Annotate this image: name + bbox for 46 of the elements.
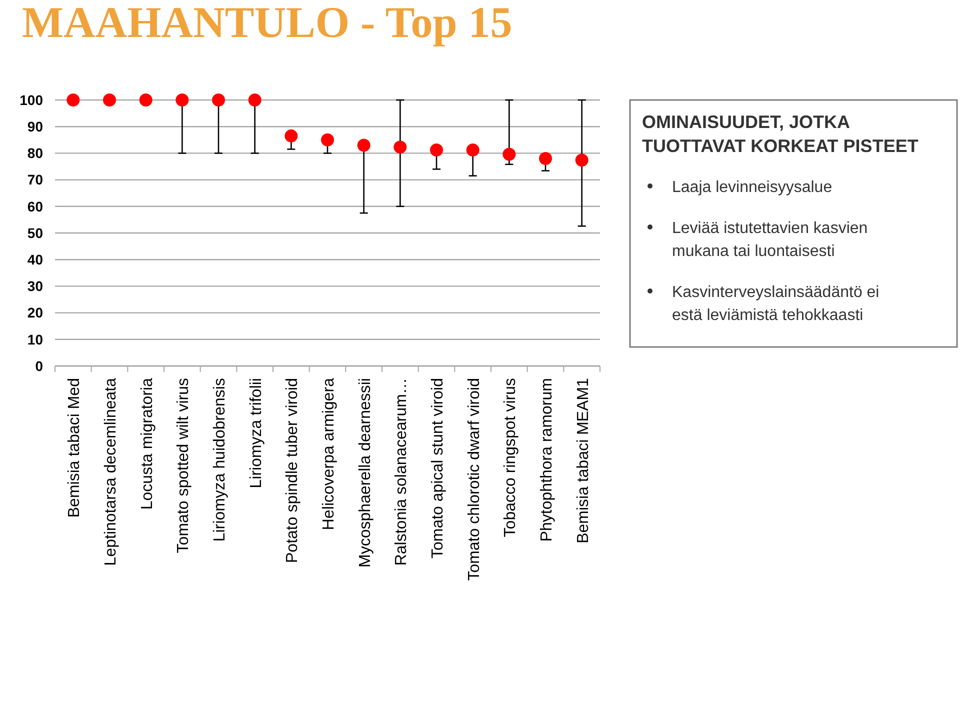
text: Laaja levinneisyysalue	[672, 179, 832, 196]
x-tick-label: Liriomyza huidobrensis	[212, 378, 228, 542]
point	[466, 144, 480, 156]
y-tick-label: 30	[27, 278, 44, 294]
point	[357, 138, 370, 152]
point	[321, 133, 334, 146]
x-tick-label: Tomato chlorotic dwarf viroid	[466, 378, 483, 581]
y-tick-label: 0	[35, 358, 44, 374]
point	[66, 94, 80, 106]
point	[394, 140, 407, 154]
point	[103, 94, 116, 106]
x-tick-label: Tomato apical stunt viroid	[430, 378, 446, 559]
point	[502, 148, 516, 161]
x-tick-label: Bemisia tabaci MEAM1	[574, 378, 592, 544]
point	[575, 154, 588, 167]
point	[539, 152, 552, 166]
x-tick-label: Helicoverpa armigera	[320, 378, 338, 530]
x-tick-label: Tobacco ringspot virus	[502, 378, 520, 538]
y-tick-label: 40	[27, 252, 44, 268]
x-tick-label: Mycosphaerella dearnessii	[356, 378, 374, 568]
y-tick-label: 50	[27, 224, 44, 241]
point	[212, 94, 225, 106]
x-tick-label: Liriomyza trifolii	[248, 378, 265, 488]
x-tick-label: Phytophthora ramorum	[538, 378, 556, 542]
point	[284, 129, 298, 142]
y-tick-label: 10	[27, 331, 44, 348]
y-tick-label: 70	[27, 172, 44, 188]
y-tick-label: 20	[27, 304, 44, 321]
x-tick-label: Potato spindle tuber viroid	[284, 378, 302, 563]
chart-title: MAAHANTULO - Top 15	[22, 0, 512, 47]
x-tick-label: Locusta migratoria	[138, 378, 156, 510]
text: Kasvinterveyslainsäädäntö ei estä leviämistä tehokkaasti	[672, 284, 880, 324]
y-tick-label: 90	[27, 118, 44, 134]
x-tick-label: Leptinotarsa decemlineata	[102, 378, 120, 566]
x-tick-label: Ralstonia solanacearum…	[393, 378, 410, 566]
point	[139, 94, 152, 106]
text: Leviää istutettavien kasvien mukana tai luontaisesti	[672, 220, 868, 260]
point	[176, 94, 189, 106]
y-tick-label: 60	[27, 198, 44, 214]
x-tick-label: Tomato spotted wilt virus	[175, 378, 192, 554]
text: OMINAISUUDET, JOTKA TUOTTAVAT KORKEAT PISTEET	[642, 112, 918, 156]
y-tick-label: 100	[20, 92, 44, 108]
point	[430, 144, 443, 156]
point	[248, 94, 262, 106]
x-tick-label: Bemisia tabaci Med	[66, 378, 84, 518]
y-tick-label: 80	[27, 145, 44, 162]
